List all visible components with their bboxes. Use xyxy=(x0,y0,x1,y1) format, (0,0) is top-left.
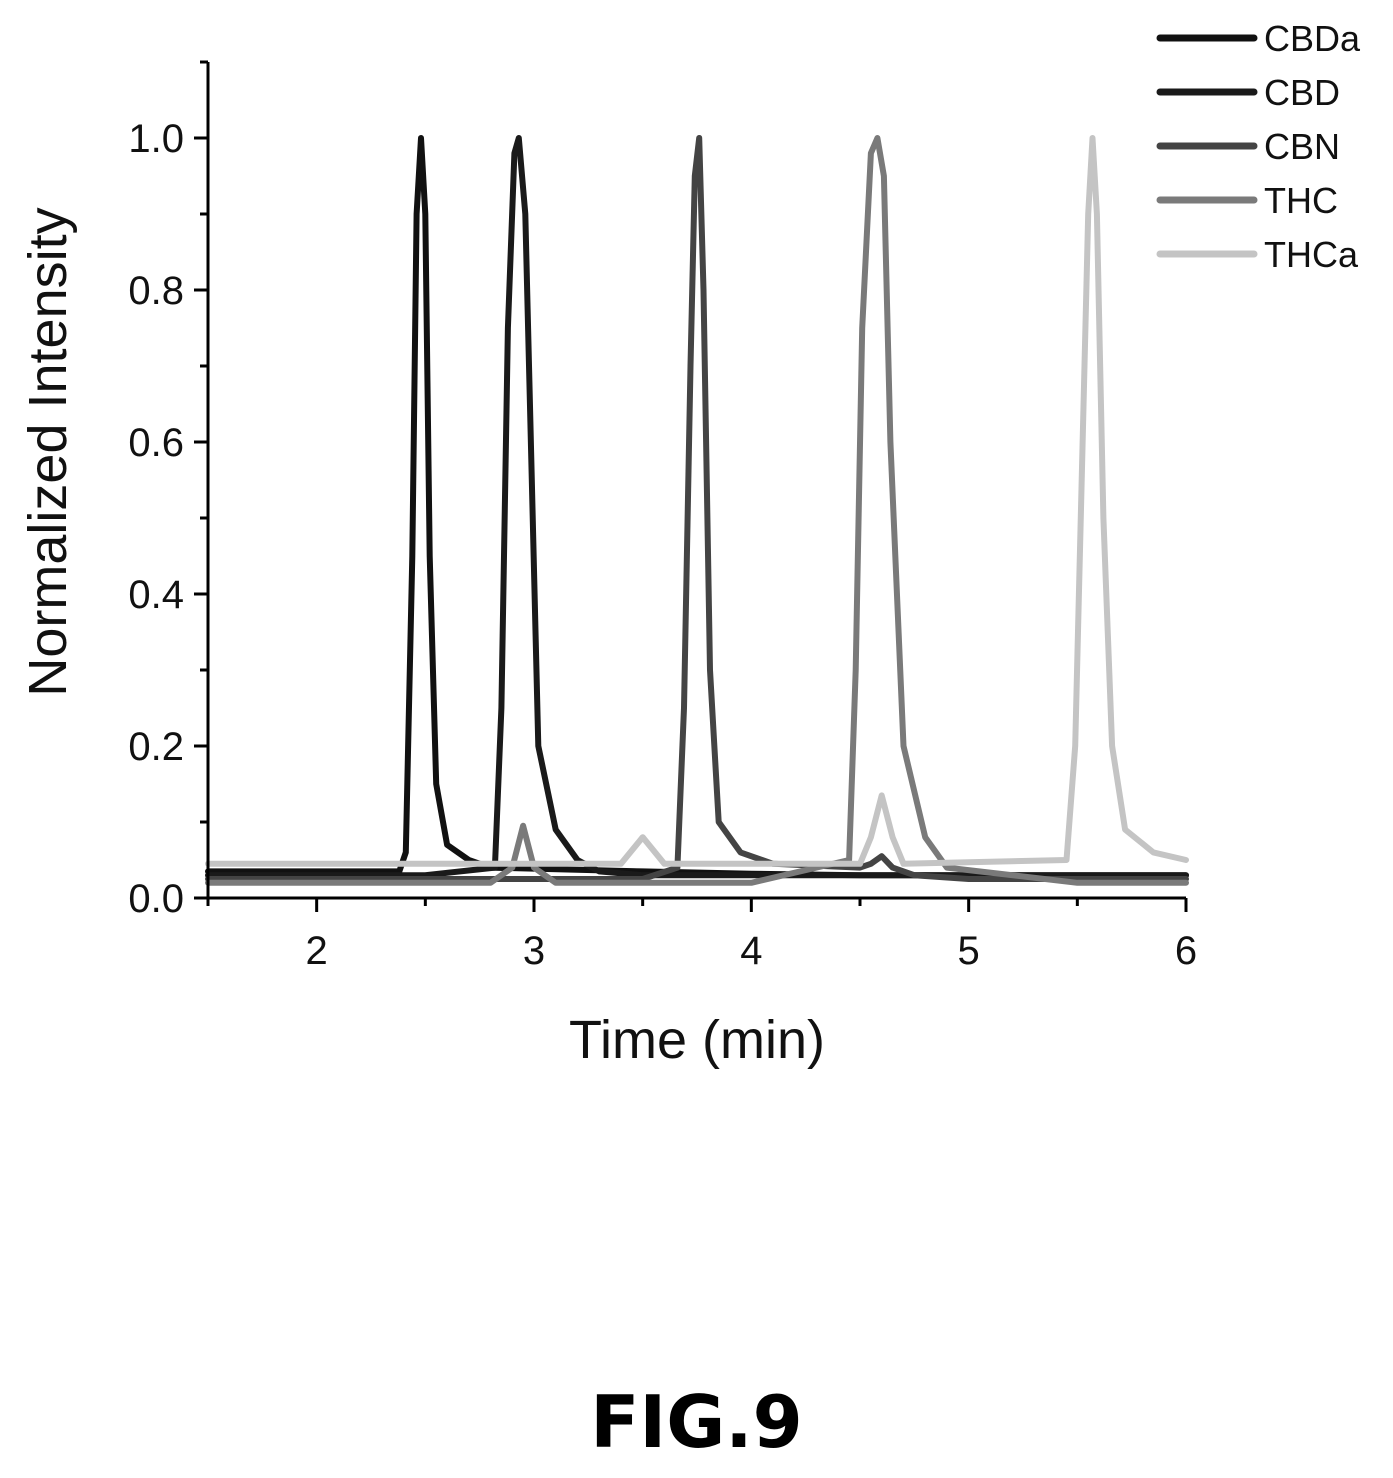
series-line-cbd xyxy=(205,135,1189,879)
series-layer xyxy=(205,135,1189,886)
legend-label: THC xyxy=(1264,180,1338,221)
legend-label: THCa xyxy=(1264,234,1359,275)
y-tick-label: 0.4 xyxy=(128,573,184,617)
legend-item-thc: THC xyxy=(1156,180,1338,221)
x-tick-label: 5 xyxy=(958,929,980,973)
legend: CBDa CBD CBN THC THCa xyxy=(1156,18,1361,275)
figure-label: FIG.9 xyxy=(590,1380,803,1464)
axes-layer xyxy=(206,62,1186,900)
y-tick-label: 0.6 xyxy=(128,421,184,465)
y-tick-label: 0.8 xyxy=(128,269,184,313)
y-tick-label: 0.0 xyxy=(128,877,184,921)
series-line-thca xyxy=(205,135,1189,867)
legend-item-cbda: CBDa xyxy=(1156,18,1361,59)
x-tick-label: 3 xyxy=(523,929,545,973)
ticks-layer: 2 3 4 5 6 0.0 0.2 0.4 0.6 0.8 1.0 xyxy=(128,60,1197,973)
legend-label: CBDa xyxy=(1264,18,1361,59)
legend-item-thca: THCa xyxy=(1156,234,1359,275)
x-axis-label: Time (min) xyxy=(569,1010,825,1070)
x-tick-label: 2 xyxy=(306,929,328,973)
legend-label: CBN xyxy=(1264,126,1340,167)
y-tick-label: 1.0 xyxy=(128,117,184,161)
x-tick-label: 6 xyxy=(1175,929,1197,973)
x-tick-label: 4 xyxy=(740,929,762,973)
legend-item-cbn: CBN xyxy=(1156,126,1340,167)
series-line-thc xyxy=(205,135,1189,886)
series-line-cbda xyxy=(205,135,1189,879)
chromatogram-chart: 2 3 4 5 6 0.0 0.2 0.4 0.6 0.8 1.0 Time (min) Norma… xyxy=(18,18,1361,1070)
y-tick-label: 0.2 xyxy=(128,725,184,769)
y-axis-label: Normalized Intensity xyxy=(18,207,78,696)
legend-label: CBD xyxy=(1264,72,1340,113)
series-line-cbn xyxy=(205,135,1189,882)
legend-item-cbd: CBD xyxy=(1156,72,1340,113)
